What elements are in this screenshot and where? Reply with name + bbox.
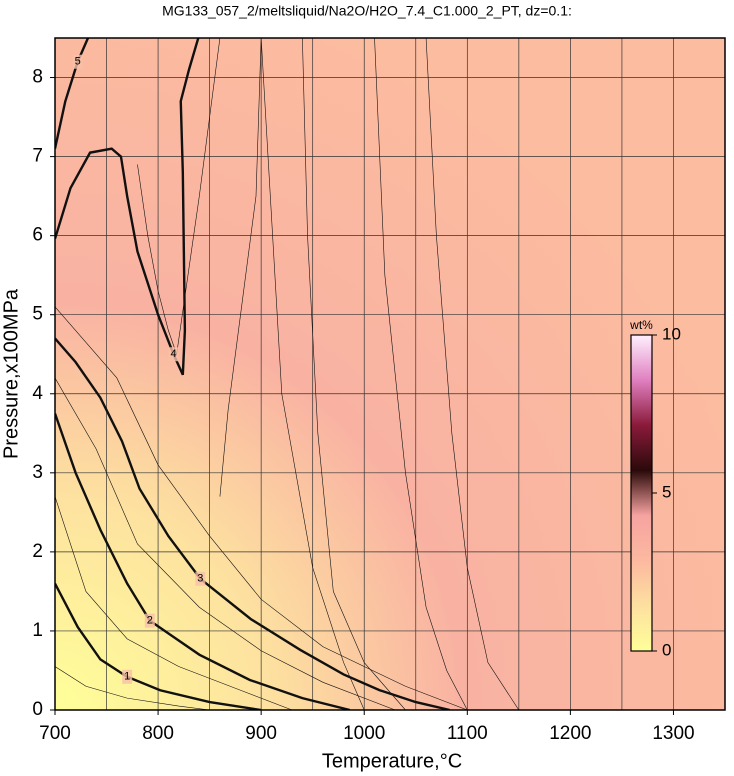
colorbar-label: wt% (629, 318, 653, 332)
contour-line (55, 666, 210, 710)
contour-label-bg (72, 54, 83, 69)
x-tick-label: 1100 (447, 723, 488, 744)
contour-label-bg (122, 669, 133, 684)
plot-area: 1 2 3 4 5 (55, 38, 725, 710)
y-tick-label: 3 (32, 462, 43, 483)
y-tick-label: 8 (32, 67, 43, 88)
y-tick-label: 7 (32, 146, 43, 167)
colorbar-tick-label: 0 (662, 640, 671, 659)
contour-line (55, 496, 293, 710)
plot-frame (54, 37, 726, 711)
contour-label-bg (195, 571, 206, 586)
x-tick-label: 700 (39, 723, 71, 744)
contour-line (55, 38, 200, 376)
contour-line (374, 38, 468, 710)
contour-line (137, 38, 221, 355)
contour-label: 3 (197, 573, 203, 585)
contour-label: 2 (147, 615, 153, 627)
contour-label: 1 (124, 671, 130, 683)
contour-label: 5 (75, 56, 81, 68)
contour-line (219, 38, 365, 710)
contour-label-bg (168, 347, 179, 362)
contour-line (55, 377, 396, 710)
contour-line (302, 38, 406, 710)
y-tick-label: 5 (32, 304, 43, 325)
y-tick-label: 4 (32, 383, 43, 404)
x-tick-label: 900 (245, 723, 277, 744)
x-tick-label: 800 (142, 723, 174, 744)
contour-label: 4 (170, 348, 176, 360)
y-tick-label: 0 (32, 699, 43, 720)
y-tick-label: 2 (32, 541, 43, 562)
x-tick-label: 1300 (652, 723, 694, 744)
y-tick-label: 6 (32, 225, 43, 246)
colorbar (630, 334, 653, 652)
colorbar-tick-label: 10 (662, 324, 681, 343)
x-axis-label: Temperature,°C (322, 750, 462, 772)
chart-title: MG133_057_2/meltsliquid/Na2O/H2O_7.4_C1.… (162, 3, 572, 19)
x-tick-label: 1000 (343, 723, 385, 744)
contour-line (55, 38, 90, 149)
colorbar-tick-label: 5 (662, 482, 671, 501)
y-tick-label: 1 (32, 620, 43, 641)
plot-background (55, 38, 725, 710)
x-tick-label: 1200 (549, 723, 591, 744)
contour-line (425, 38, 520, 710)
contour-label-bg (144, 613, 155, 628)
contour-line (55, 306, 468, 710)
y-axis-label: Pressure,x100MPa (0, 288, 22, 459)
